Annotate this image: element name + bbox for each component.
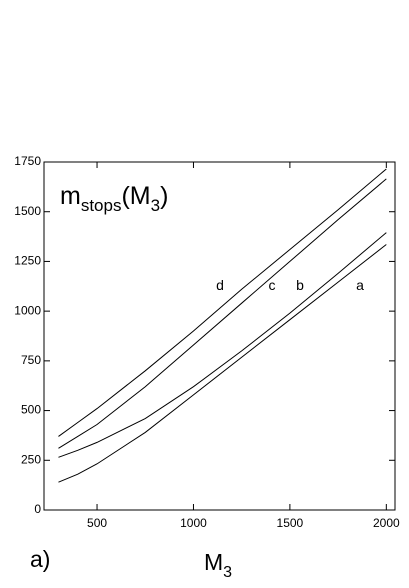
y-tick-label: 1750 bbox=[14, 154, 41, 168]
series-label: a bbox=[356, 277, 364, 293]
x-tick-label: 1000 bbox=[180, 516, 207, 530]
series-label: b bbox=[296, 277, 304, 293]
title-sub: 3 bbox=[151, 196, 160, 215]
title-part: (M bbox=[121, 182, 150, 210]
title-sub: stops bbox=[81, 196, 122, 215]
y-tick-label: 1500 bbox=[14, 204, 41, 218]
y-tick-label: 250 bbox=[21, 452, 41, 466]
y-tick-label: 0 bbox=[34, 502, 41, 516]
y-tick-label: 500 bbox=[21, 403, 41, 417]
title-part: m bbox=[60, 182, 81, 210]
series-label: c bbox=[269, 277, 276, 293]
x-tick-label: 2000 bbox=[373, 516, 400, 530]
y-tick-label: 1000 bbox=[14, 303, 41, 317]
series-label: d bbox=[216, 277, 224, 293]
x-label-sub: 3 bbox=[223, 564, 232, 581]
line-series bbox=[58, 168, 387, 437]
x-tick-label: 1500 bbox=[277, 516, 304, 530]
line-series bbox=[58, 232, 387, 458]
x-tick-label: 500 bbox=[87, 516, 107, 530]
plot-frame bbox=[43, 161, 396, 511]
chart-title: mstops(M3) bbox=[60, 182, 168, 215]
x-axis-label: M3 bbox=[204, 549, 232, 581]
line-series bbox=[58, 244, 387, 483]
panel-label: a) bbox=[30, 546, 50, 572]
x-label-part: M bbox=[204, 549, 223, 575]
y-tick-label: 750 bbox=[21, 353, 41, 367]
y-tick-label: 1250 bbox=[14, 254, 41, 268]
line-series bbox=[58, 178, 387, 449]
title-part: ) bbox=[160, 182, 168, 210]
